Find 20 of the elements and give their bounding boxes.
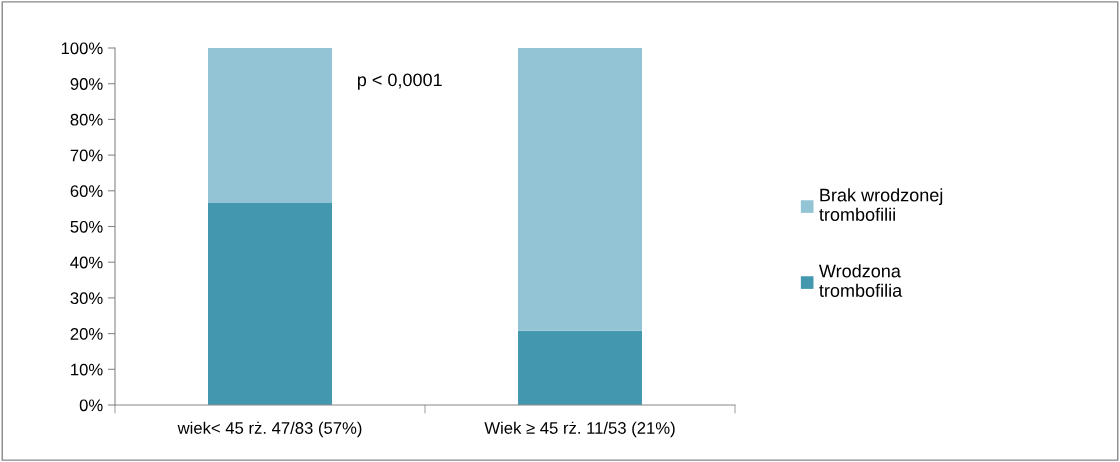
bar xyxy=(208,48,332,203)
y-tick-label: 100% xyxy=(61,42,103,55)
y-tick-label: 80% xyxy=(70,113,103,126)
x-tick-label: Wiek ≥ 45 rż. 11/53 (21%) xyxy=(484,421,675,438)
y-tick-label: 70% xyxy=(70,149,103,162)
y-tick-label: 10% xyxy=(71,363,103,376)
annotation: p < 0,0001 xyxy=(357,73,442,90)
y-tick-label: 20% xyxy=(70,328,103,340)
bar xyxy=(208,202,332,405)
legend-label: Brak wrodzonej trombofilii xyxy=(819,188,943,221)
x-tick-label: wiek< 45 rż. 47/83 (57%) xyxy=(177,421,362,438)
y-tick-label: 40% xyxy=(70,256,103,269)
bar xyxy=(518,330,642,405)
legend-label: Wrodzona trombofilia xyxy=(818,264,903,297)
y-tick-label: 60% xyxy=(70,185,103,197)
y-tick-label: 0% xyxy=(79,399,103,412)
y-tick-label: 90% xyxy=(70,78,103,90)
bar xyxy=(518,48,642,331)
y-tick-label: 50% xyxy=(70,220,103,233)
y-tick-label: 30% xyxy=(70,292,103,305)
